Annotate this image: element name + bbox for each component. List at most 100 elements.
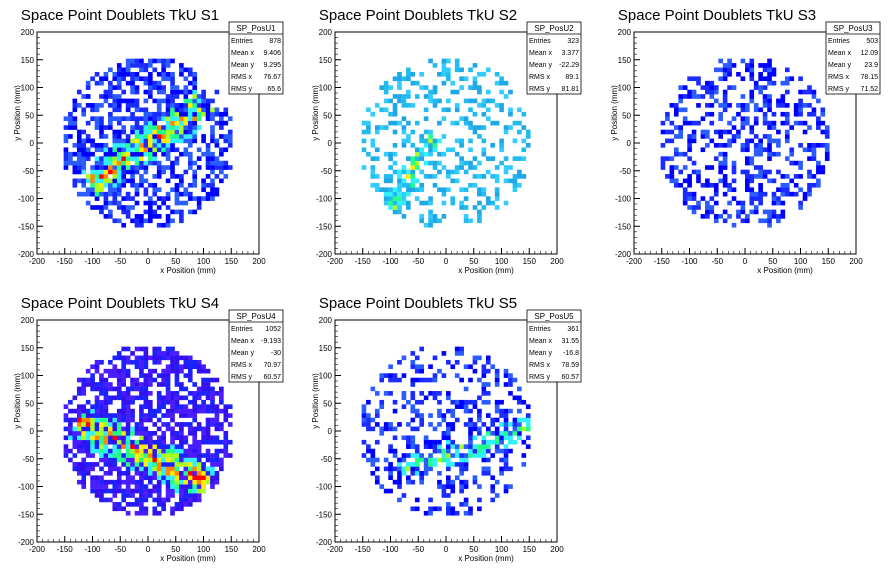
histogram-bin — [112, 448, 118, 454]
histogram-bin — [485, 89, 491, 95]
histogram-bin — [771, 200, 777, 206]
x-tick-label: 150 — [523, 257, 537, 266]
histogram-bin — [121, 391, 126, 396]
histogram-bin — [446, 448, 451, 454]
histogram-bin — [183, 67, 189, 73]
histogram-bin — [696, 103, 701, 108]
histogram-bin — [143, 391, 149, 396]
histogram-bin — [758, 63, 763, 68]
histogram-bin — [437, 422, 442, 427]
x-tick-label: 150 — [523, 545, 537, 554]
histogram-bin — [183, 107, 189, 113]
histogram-bin — [745, 156, 750, 161]
histogram-bin — [192, 85, 198, 90]
histogram-bin — [170, 475, 175, 481]
histogram-bin — [468, 138, 473, 144]
histogram-bin — [691, 120, 697, 126]
histogram-bin — [174, 408, 180, 414]
histogram-bin — [63, 116, 69, 121]
histogram-bin — [63, 413, 69, 418]
histogram-bin — [214, 417, 220, 423]
histogram-bin — [722, 67, 728, 73]
histogram-bin — [705, 103, 710, 108]
stats-row-value: 78.59 — [561, 362, 579, 369]
x-tick-label: -100 — [84, 257, 101, 266]
histogram-bin — [72, 408, 78, 414]
histogram-bin — [705, 89, 710, 95]
histogram-bin — [414, 497, 420, 503]
histogram-bin — [731, 125, 737, 130]
histogram-bin — [192, 462, 198, 467]
histogram-bin — [143, 80, 149, 86]
histogram-bin — [148, 399, 153, 405]
histogram-bin — [183, 98, 189, 104]
histogram-bin — [76, 426, 82, 432]
histogram-bin — [196, 470, 202, 476]
stats-row-label: Mean y — [529, 62, 552, 69]
histogram-bin — [414, 457, 420, 463]
histogram-bin — [388, 466, 393, 472]
histogram-bin — [94, 120, 100, 126]
histogram-bin — [112, 462, 118, 467]
histogram-bin — [401, 373, 407, 378]
histogram-bin — [99, 191, 104, 197]
histogram-bin — [108, 169, 113, 175]
histogram-bin — [745, 187, 750, 193]
histogram-bin — [139, 160, 144, 166]
histogram-bin — [219, 160, 224, 166]
histogram-bin — [508, 408, 513, 414]
histogram-bin — [161, 125, 166, 130]
histogram-bin — [414, 94, 420, 99]
histogram-bin — [68, 426, 73, 432]
histogram-bin — [134, 120, 140, 126]
histogram-bin — [705, 214, 710, 219]
histogram-bin — [116, 205, 122, 210]
histogram-bin — [414, 151, 420, 157]
histogram-bin — [219, 448, 224, 454]
histogram-bin — [201, 364, 206, 370]
histogram-bin — [691, 196, 697, 201]
histogram-bin — [459, 116, 464, 121]
histogram-bin — [682, 187, 688, 193]
histogram-bin — [112, 453, 118, 458]
histogram-bin — [749, 58, 755, 64]
histogram-bin — [94, 116, 100, 121]
histogram-bin — [134, 107, 140, 113]
histogram-bin — [223, 174, 229, 179]
histogram-bin — [525, 404, 531, 409]
histogram-bin — [99, 466, 104, 472]
histogram-bin — [68, 156, 73, 161]
histogram-bin — [477, 218, 482, 224]
histogram-bin — [374, 457, 380, 463]
histogram-bin — [108, 178, 113, 184]
histogram-bin — [490, 422, 496, 427]
histogram-bin — [214, 453, 220, 458]
histogram-bin — [94, 205, 100, 210]
histogram-bin — [161, 404, 166, 409]
histogram-bin — [143, 426, 149, 432]
histogram-bin — [388, 178, 393, 184]
histogram-bin — [824, 156, 830, 161]
histogram-bin — [116, 67, 122, 73]
histogram-bin — [116, 475, 122, 481]
histogram-bin — [139, 214, 144, 219]
histogram-bin — [156, 453, 162, 458]
histogram-bin — [156, 116, 162, 121]
histogram-bin — [379, 107, 385, 113]
histogram-bin — [99, 488, 104, 494]
histogram-bin — [165, 493, 171, 498]
histogram-bin — [201, 475, 206, 481]
histogram-bin — [76, 466, 82, 472]
histogram-bin — [161, 497, 166, 503]
histogram-bin — [187, 165, 193, 170]
histogram-bin — [727, 187, 732, 193]
histogram-bin — [481, 191, 487, 197]
histogram-bin — [94, 431, 100, 436]
histogram-bin — [214, 426, 220, 432]
histogram-bin — [503, 457, 509, 463]
histogram-bin — [90, 448, 95, 454]
histogram-bin — [669, 165, 675, 170]
histogram-bin — [99, 94, 104, 99]
histogram-bin — [450, 196, 456, 201]
histogram-bin — [152, 200, 158, 206]
